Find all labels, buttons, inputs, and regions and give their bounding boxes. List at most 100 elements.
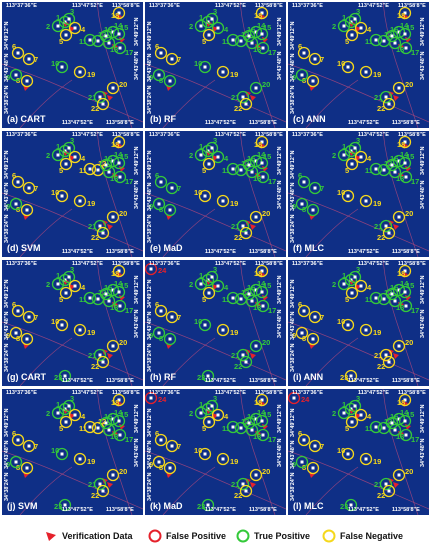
site-footprint [353, 275, 357, 279]
site-footprint [359, 413, 363, 417]
site-label: 21 [374, 351, 382, 360]
site-footprint [207, 33, 211, 37]
site-label: 22 [91, 362, 99, 371]
site-marker-14: 14 [106, 279, 123, 297]
site-circle [306, 203, 320, 217]
site-footprint [25, 337, 29, 341]
site-marker-10: 10 [51, 317, 69, 332]
site-footprint [302, 438, 306, 442]
site-footprint [359, 155, 363, 159]
site-circle [388, 165, 402, 179]
site-marker-10: 10 [337, 59, 355, 74]
site-footprint [260, 398, 264, 402]
site-marker-23: 23 [54, 498, 72, 512]
site-circle [152, 326, 166, 340]
site-footprint [14, 73, 18, 77]
site-footprint [107, 428, 111, 432]
site-footprint [404, 175, 408, 179]
site-label: 2 [332, 151, 336, 160]
site-circle [9, 455, 23, 469]
site-circle [392, 412, 406, 426]
site-circle [9, 68, 23, 82]
site-footprint [206, 503, 210, 507]
site-marker-16: 16 [385, 283, 398, 301]
site-footprint [221, 70, 225, 74]
site-footprint [216, 26, 220, 30]
site-circle [59, 28, 73, 42]
site-footprint [25, 208, 29, 212]
site-footprint [244, 489, 248, 493]
site-circle [392, 210, 406, 224]
site-label: 17 [411, 306, 419, 315]
bottom-tick-label: 113°58'8"E [106, 378, 134, 384]
site-label: 3 [70, 265, 74, 274]
site-marker-11: 11 [365, 291, 383, 305]
right-tick-label: 34°43'48"N [134, 51, 140, 80]
site-circle [205, 270, 219, 284]
site-label: 12 [241, 288, 249, 297]
road-line [239, 389, 276, 515]
site-footprint [107, 41, 111, 45]
site-circle [22, 181, 36, 195]
site-label: 1 [199, 400, 203, 409]
site-circle [201, 15, 215, 29]
site-footprint [403, 161, 407, 165]
site-footprint [403, 11, 407, 15]
site-marker-23: 23 [340, 498, 358, 512]
site-marker-3: 3 [205, 7, 219, 26]
site-label: 11 [222, 424, 230, 433]
site-circle [345, 28, 359, 42]
site-marker-20: 20 [392, 80, 413, 95]
site-circle [59, 157, 73, 171]
top-tick-label: 113°58'8"E [112, 132, 140, 138]
site-footprint [56, 411, 60, 415]
site-circle [308, 439, 322, 453]
site-circle [359, 65, 373, 79]
site-label: 3 [70, 394, 74, 403]
site-circle [255, 285, 269, 299]
site-circle [202, 415, 216, 429]
site-label: 16 [390, 412, 398, 421]
map-panel: 1 2 3 4 5 6 7 8 9 10 11 12 13 14 15 16 17 18 19 20 21 22 23 113… [2, 389, 143, 515]
right-tick-label: 34°43'48"N [420, 180, 426, 209]
site-circle [295, 455, 309, 469]
site-marker-7: 7 [22, 181, 38, 195]
site-label: 6 [298, 171, 302, 180]
site-label: 9 [292, 73, 296, 82]
site-footprint [353, 404, 357, 408]
site-label: 15 [263, 410, 271, 419]
site-footprint [101, 489, 105, 493]
site-circle [11, 46, 25, 60]
site-circle [68, 279, 82, 293]
site-circle [55, 318, 69, 332]
top-tick-label: 113°37'36"E [6, 132, 37, 138]
right-tick-label: 34°49'12"N [277, 404, 283, 433]
bottom-tick-label: 113°58'8"E [392, 249, 420, 255]
site-circle [73, 194, 87, 208]
site-circle [388, 294, 402, 308]
left-tick-label: 34°43'48"N [290, 182, 296, 211]
site-circle [93, 90, 107, 104]
site-marker-6: 6 [154, 300, 168, 318]
site-marker-14: 14 [106, 150, 123, 168]
site-marker-9: 9 [292, 197, 309, 211]
site-label: 5 [345, 166, 349, 175]
site-marker-21: 21 [88, 477, 107, 491]
site-circle [306, 332, 320, 346]
site-footprint [342, 153, 346, 157]
site-footprint [241, 353, 245, 357]
site-label: 2 [332, 280, 336, 289]
site-footprint [292, 396, 296, 400]
site-marker-16: 16 [242, 283, 255, 301]
site-marker-3: 3 [62, 136, 76, 155]
site-label: 4 [81, 412, 86, 421]
verification-marker [250, 482, 256, 488]
site-footprint [342, 411, 346, 415]
site-label: 12 [98, 417, 106, 426]
site-footprint [241, 224, 245, 228]
site-circle [344, 144, 358, 158]
site-footprint [393, 41, 397, 45]
right-tick-label: 34°49'12"N [134, 275, 140, 304]
site-marker-17: 17 [399, 170, 419, 186]
site-label: 4 [224, 283, 229, 292]
